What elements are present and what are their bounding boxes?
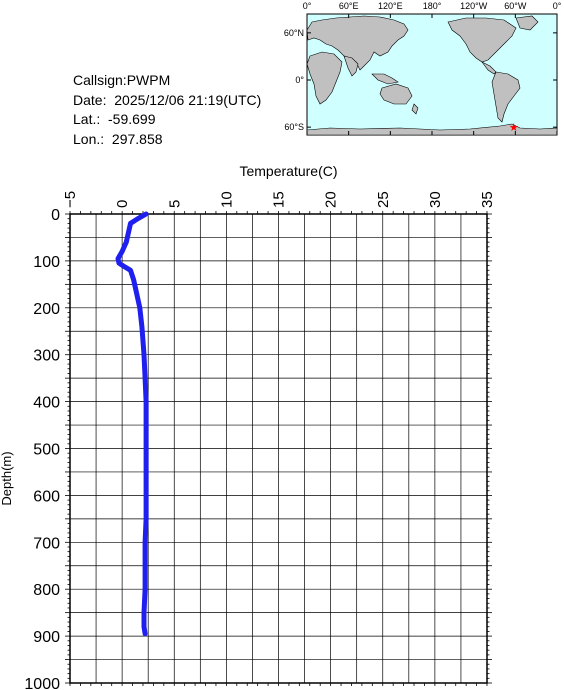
- y-tick-label: 0: [51, 207, 60, 224]
- y-axis-label: Depth(m): [0, 451, 14, 505]
- x-tick-label: 30: [427, 191, 444, 208]
- north-america-landmass: [447, 17, 517, 63]
- y-tick-label: 300: [33, 348, 60, 365]
- new-zealand-landmass: [411, 103, 419, 115]
- date-text: Date: 2025/12/06 21:19(UTC): [73, 91, 262, 108]
- longitude-text: Lon.: 297.858: [73, 130, 163, 147]
- map-latitude-labels: 60°N 0° 60°S: [284, 28, 305, 132]
- map-tick-marks: [306, 14, 558, 135]
- y-tick-label: 400: [33, 395, 60, 412]
- y-tick-label: 100: [33, 254, 60, 271]
- y-tick-label: 600: [33, 488, 60, 505]
- map-lon-label: 0°: [553, 1, 562, 11]
- plot-frame: [69, 213, 488, 684]
- temperature-profile-line: [115, 211, 149, 637]
- y-axis-tick-labels: 0 100 200 300 400 500 600 700 800 900 1000: [24, 207, 60, 690]
- map-lon-label: 120°W: [460, 1, 488, 11]
- map-lon-label: 120°E: [378, 1, 403, 11]
- india-landmass: [343, 55, 359, 77]
- x-tick-label: −5: [62, 191, 79, 208]
- x-axis-label: Temperature(C): [239, 163, 337, 179]
- station-info: Callsign:PWPM Date: 2025/12/06 21:19(UTC…: [73, 71, 261, 149]
- indonesia-landmass: [371, 73, 399, 85]
- callsign-text: Callsign:PWPM: [73, 72, 171, 88]
- x-axis-tick-labels: −5 0 5 10 15 20 25 30 35: [62, 191, 496, 208]
- y-tick-label: 1000: [24, 676, 60, 690]
- map-landmasses: [306, 15, 558, 136]
- y-tick-label: 200: [33, 301, 60, 318]
- x-tick-label: 20: [323, 191, 340, 208]
- central-america-landmass: [481, 61, 497, 75]
- x-tick-label: 35: [479, 191, 496, 208]
- map-lon-label: 60°E: [339, 1, 359, 11]
- map-lon-label: 0°: [303, 1, 312, 11]
- map-lon-label: 180°: [423, 1, 442, 11]
- y-tick-label: 700: [33, 535, 60, 552]
- x-tick-label: 0: [114, 200, 131, 208]
- map-lat-label: 0°: [295, 75, 304, 85]
- x-tick-label: 25: [375, 191, 392, 208]
- map-longitude-labels: 0° 60°E 120°E 180° 120°W 60°W 0°: [303, 1, 562, 11]
- station-marker-icon: ★: [509, 122, 519, 134]
- eurasia-landmass: [306, 15, 409, 71]
- world-map: 0° 60°E 120°E 180° 120°W 60°W 0° 60°N 0° 60°S ★: [284, 1, 562, 136]
- map-lon-label: 60°W: [504, 1, 527, 11]
- latitude-text: Lat.: -59.699: [73, 111, 156, 127]
- x-tick-label: 5: [166, 200, 183, 208]
- x-tick-label: 15: [271, 191, 288, 208]
- y-tick-label: 500: [33, 442, 60, 459]
- map-lat-label: 60°S: [284, 122, 304, 132]
- south-america-landmass: [491, 71, 521, 123]
- map-lat-label: 60°N: [284, 28, 304, 38]
- x-tick-label: 10: [218, 191, 235, 208]
- y-tick-label: 900: [33, 629, 60, 646]
- y-tick-label: 800: [33, 582, 60, 599]
- australia-landmass: [379, 83, 413, 105]
- greenland-landmass: [515, 15, 539, 31]
- africa-landmass: [306, 51, 343, 105]
